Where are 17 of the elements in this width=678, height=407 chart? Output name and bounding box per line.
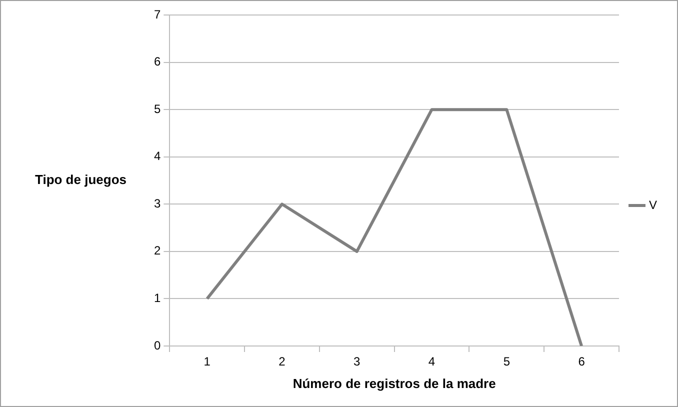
y-tick-label: 5 [154, 102, 161, 116]
y-tick-label: 7 [154, 7, 161, 22]
legend-label: V [648, 198, 658, 212]
y-tick-label: 2 [154, 244, 161, 258]
y-tick-label: 6 [154, 54, 161, 69]
x-tick-label: 3 [354, 354, 361, 369]
x-tick-label: 5 [503, 354, 510, 369]
x-tick-label: 4 [428, 354, 436, 369]
y-tick-label: 0 [154, 338, 161, 352]
x-tick-label: 6 [578, 354, 586, 369]
y-tick-label: 4 [154, 149, 161, 164]
x-axis-title: Número de registros de la madre [292, 376, 496, 391]
x-tick-label: 1 [204, 354, 211, 369]
y-axis-title: Tipo de juegos [35, 172, 126, 188]
x-tick-label: 2 [278, 354, 286, 369]
y-tick-label: 1 [154, 291, 161, 306]
y-tick-label: 3 [154, 196, 161, 210]
